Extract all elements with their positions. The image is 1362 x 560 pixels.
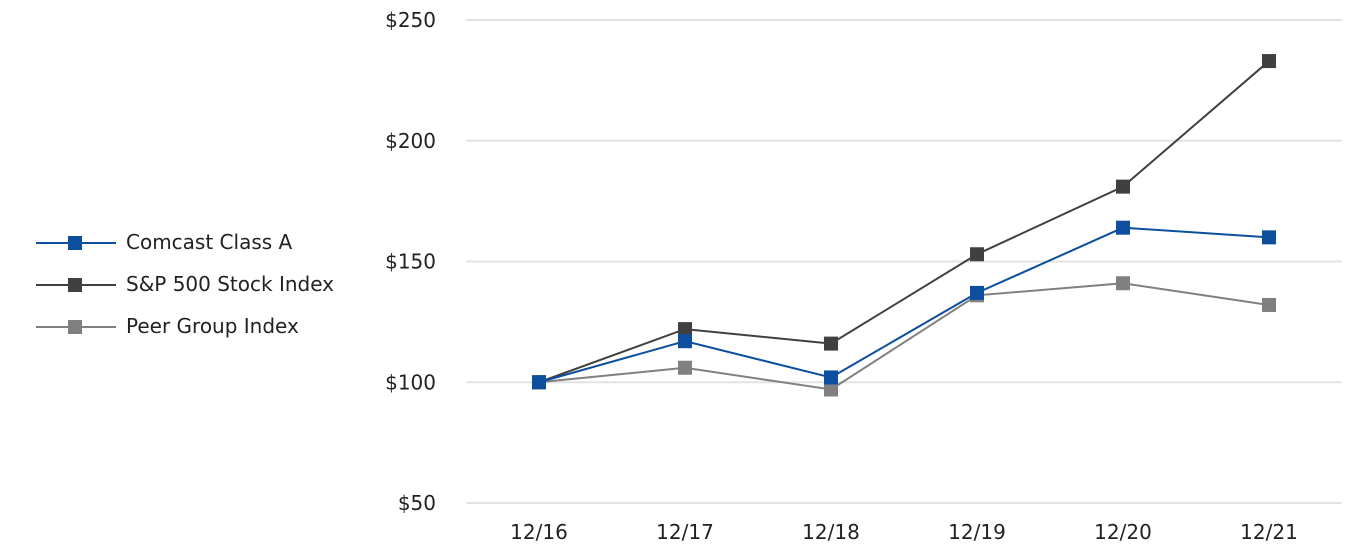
data-point-marker (1262, 54, 1276, 69)
data-point-marker (970, 247, 984, 262)
data-point-marker (678, 334, 692, 349)
x-axis-ticks: 12/16 12/17 12/18 12/19 12/20 12/21 (510, 520, 1298, 544)
data-point-marker (532, 375, 546, 390)
series-line (538, 226, 1270, 384)
data-point-marker (1262, 230, 1276, 245)
legend-marker (68, 236, 82, 250)
y-tick-label: $200 (385, 129, 436, 153)
data-point-marker (1262, 297, 1276, 312)
y-tick-label: $50 (398, 491, 436, 515)
x-tick-label: 12/21 (1240, 520, 1298, 544)
series-line (538, 60, 1270, 384)
y-tick-label: $250 (385, 8, 436, 32)
data-point-marker (970, 285, 984, 300)
series-line (538, 282, 1270, 391)
gridlines (466, 19, 1342, 504)
data-point-marker (1116, 220, 1130, 235)
x-tick-label: 12/19 (948, 520, 1006, 544)
y-tick-label: $100 (385, 370, 436, 394)
legend-label: Peer Group Index (126, 314, 299, 338)
x-tick-label: 12/17 (656, 520, 714, 544)
y-axis-ticks: $50 $100 $150 $200 $250 (385, 8, 436, 515)
legend-marker (68, 278, 82, 292)
data-point-marker (1116, 179, 1130, 194)
data-point-marker (824, 370, 838, 385)
y-tick-label: $150 (385, 250, 436, 274)
data-point-marker (678, 322, 692, 337)
data-point-marker (824, 336, 838, 351)
data-point-marker (1116, 276, 1130, 291)
x-tick-label: 12/16 (510, 520, 568, 544)
series-group (532, 54, 1276, 397)
x-tick-label: 12/18 (802, 520, 860, 544)
legend-label: S&P 500 Stock Index (126, 272, 335, 296)
legend-label: Comcast Class A (126, 230, 293, 254)
x-tick-label: 12/20 (1094, 520, 1152, 544)
data-point-marker (678, 360, 692, 375)
data-point-marker (824, 382, 838, 397)
legend-marker (68, 320, 82, 334)
